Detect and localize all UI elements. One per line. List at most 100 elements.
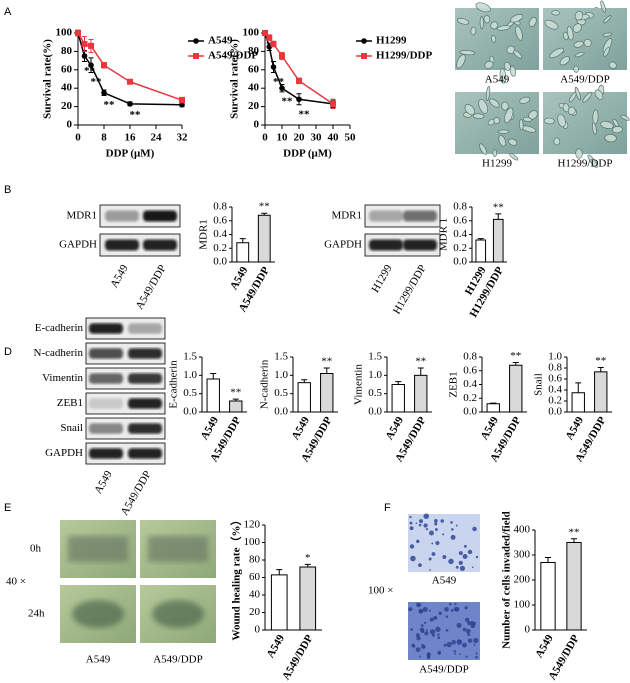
cell bbox=[428, 609, 431, 612]
cell bbox=[458, 551, 463, 556]
cell bbox=[425, 629, 428, 632]
significance: ** bbox=[273, 76, 285, 88]
cell bbox=[464, 104, 476, 116]
panel-letter: F bbox=[384, 502, 391, 514]
cell bbox=[471, 566, 474, 569]
x-tick-label: 40 bbox=[328, 132, 340, 144]
cell bbox=[409, 515, 412, 519]
cell bbox=[442, 533, 445, 536]
cell bbox=[473, 643, 476, 646]
cell bbox=[573, 40, 584, 48]
bar bbox=[299, 566, 317, 631]
x-tick-label: A549 bbox=[383, 414, 406, 442]
cell bbox=[410, 555, 416, 562]
point bbox=[270, 41, 277, 48]
y-tick-label: 0.5 bbox=[368, 387, 382, 399]
cell bbox=[557, 113, 566, 128]
cell bbox=[499, 68, 507, 84]
y-tick-label: 60 bbox=[248, 63, 260, 75]
cell bbox=[475, 555, 479, 559]
cell bbox=[528, 16, 537, 28]
cell bbox=[429, 530, 434, 536]
y-axis-label: ZEB1 bbox=[448, 371, 460, 397]
cell bbox=[415, 647, 421, 653]
y-tick-label: 0 bbox=[525, 624, 531, 636]
blot-row-label: GAPDH bbox=[324, 239, 362, 251]
error-bar bbox=[575, 382, 582, 393]
cell bbox=[416, 539, 420, 544]
blot-band bbox=[89, 423, 123, 434]
cell bbox=[519, 96, 531, 104]
cell bbox=[574, 10, 584, 21]
cell bbox=[462, 554, 468, 559]
blot-band bbox=[128, 323, 162, 334]
cell bbox=[549, 47, 565, 59]
point bbox=[101, 62, 107, 69]
y-tick-label: 80 bbox=[249, 554, 261, 566]
panel-letter: D bbox=[4, 346, 12, 358]
significance: ** bbox=[569, 526, 580, 538]
blot-row-label: MDR1 bbox=[66, 210, 97, 222]
cell bbox=[455, 524, 458, 527]
cell bbox=[603, 15, 612, 24]
significance: ** bbox=[130, 109, 142, 121]
significance: ** bbox=[84, 65, 96, 77]
cell bbox=[446, 641, 452, 648]
error-bar bbox=[232, 398, 239, 401]
cell bbox=[496, 25, 511, 31]
cell bbox=[448, 602, 452, 606]
cell bbox=[443, 643, 447, 647]
cell bbox=[479, 16, 484, 30]
cell bbox=[573, 65, 579, 73]
cell bbox=[440, 519, 445, 523]
x-tick-label: 0 bbox=[262, 132, 268, 144]
y-axis-label: Survival rate(%) bbox=[229, 39, 241, 119]
point bbox=[296, 77, 302, 84]
bar bbox=[257, 214, 271, 263]
cell bbox=[426, 655, 431, 660]
cell bbox=[451, 528, 454, 531]
error-bar bbox=[323, 367, 330, 374]
cell bbox=[454, 652, 457, 655]
cell bbox=[454, 607, 460, 612]
significance: ** bbox=[493, 201, 504, 213]
cell bbox=[438, 611, 443, 616]
y-tick-label: 0.8 bbox=[548, 362, 562, 374]
significance: ** bbox=[91, 76, 103, 88]
cell bbox=[594, 89, 604, 100]
x-tick-label: 10 bbox=[277, 132, 289, 144]
cell bbox=[475, 652, 478, 655]
cell bbox=[462, 642, 467, 648]
micrograph-label: A549 bbox=[485, 74, 510, 86]
y-tick-label: 100 bbox=[514, 599, 531, 611]
image-label: A549/DDP bbox=[419, 664, 469, 676]
error-bar bbox=[477, 238, 484, 240]
cell bbox=[419, 627, 425, 632]
cell bbox=[504, 107, 514, 124]
cell bbox=[459, 565, 466, 571]
point bbox=[88, 62, 94, 68]
y-tick-label: 80 bbox=[248, 45, 260, 57]
cell bbox=[420, 624, 424, 627]
x-tick-label: 50 bbox=[345, 132, 357, 144]
cell bbox=[475, 655, 478, 659]
cell bbox=[434, 528, 438, 531]
blot-row-label: Vimentin bbox=[42, 372, 83, 384]
x-tick-label: 20 bbox=[294, 132, 306, 144]
blot-lane-label: A549 bbox=[92, 468, 115, 496]
cell bbox=[459, 50, 476, 56]
significance: ** bbox=[510, 350, 521, 362]
blot-band bbox=[403, 210, 437, 222]
y-tick-label: 1.5 bbox=[183, 351, 197, 363]
blot-band bbox=[403, 239, 437, 251]
point bbox=[75, 30, 81, 36]
blot-band bbox=[128, 348, 162, 359]
y-tick-label: 0.0 bbox=[183, 406, 197, 418]
legend-marker bbox=[193, 38, 199, 44]
cell bbox=[620, 114, 630, 121]
error-bar bbox=[301, 379, 308, 383]
x-tick-label: A549 bbox=[289, 414, 312, 442]
cell bbox=[603, 47, 610, 57]
point bbox=[279, 53, 285, 59]
magnification: 40 × bbox=[6, 576, 26, 588]
